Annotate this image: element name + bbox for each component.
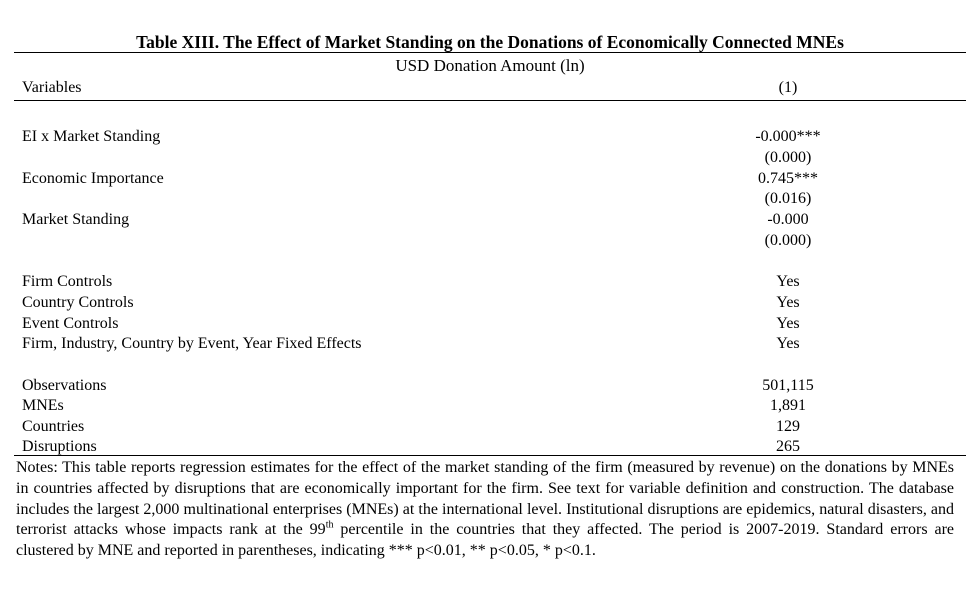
control-value: Yes <box>776 335 800 352</box>
coef-estimate: 0.745*** <box>758 170 818 187</box>
control-value: Yes <box>776 315 800 332</box>
control-value: Yes <box>776 294 800 311</box>
stat-value: 1,891 <box>770 397 806 414</box>
control-value: Yes <box>776 273 800 290</box>
stat-label: MNEs <box>22 397 64 414</box>
stat-label: Disruptions <box>22 438 97 455</box>
stats-row-countries: Countries 129 <box>14 416 966 437</box>
controls-row-firm: Firm Controls Yes <box>14 271 966 292</box>
coef-label: Market Standing <box>22 211 130 228</box>
header-rule <box>14 100 966 101</box>
control-label: Firm, Industry, Country by Event, Year F… <box>22 335 362 352</box>
coef-row-economic-importance: Economic Importance 0.745*** <box>14 168 966 189</box>
control-label: Country Controls <box>22 294 134 311</box>
coef-row-market-standing: Market Standing -0.000 <box>14 209 966 230</box>
stats-row-observations: Observations 501,115 <box>14 375 966 396</box>
stat-label: Observations <box>22 377 107 394</box>
coef-label: Economic Importance <box>22 170 164 187</box>
controls-row-event: Event Controls Yes <box>14 313 966 334</box>
bottom-rule <box>14 455 966 456</box>
coef-standard-error: (0.016) <box>764 190 812 207</box>
stat-value: 501,115 <box>762 377 814 394</box>
se-row: (0.000) <box>14 230 966 251</box>
header-row: Variables (1) <box>14 77 966 98</box>
stat-value: 129 <box>776 418 800 435</box>
table-title: Table XIII. The Effect of Market Standin… <box>136 32 844 52</box>
coef-estimate: -0.000*** <box>755 128 821 145</box>
control-label: Event Controls <box>22 315 119 332</box>
coef-row-ei-x-market-standing: EI x Market Standing -0.000*** <box>14 126 966 147</box>
se-row: (0.016) <box>14 188 966 209</box>
stats-row-disruptions: Disruptions 265 <box>14 436 966 457</box>
se-row: (0.000) <box>14 147 966 168</box>
dependent-variable-header: USD Donation Amount (ln) <box>395 56 585 75</box>
column-header: (1) <box>778 79 798 96</box>
stats-row-mnes: MNEs 1,891 <box>14 395 966 416</box>
controls-row-fixed-effects: Firm, Industry, Country by Event, Year F… <box>14 333 966 354</box>
coef-standard-error: (0.000) <box>764 149 812 166</box>
coef-label: EI x Market Standing <box>22 128 161 145</box>
stat-label: Countries <box>22 418 85 435</box>
table-notes: Notes: This table reports regression est… <box>16 458 954 562</box>
coef-standard-error: (0.000) <box>764 232 812 249</box>
controls-row-country: Country Controls Yes <box>14 292 966 313</box>
notes-superscript: th <box>325 520 334 532</box>
notes-text-part2: percentile in the countries that they af… <box>16 521 954 560</box>
notes-text-part1: Notes: This table reports regression est… <box>16 459 954 539</box>
control-label: Firm Controls <box>22 273 113 290</box>
variables-header: Variables <box>22 79 82 96</box>
top-rule <box>14 52 966 53</box>
coef-estimate: -0.000 <box>767 211 809 228</box>
stat-value: 265 <box>776 438 800 455</box>
